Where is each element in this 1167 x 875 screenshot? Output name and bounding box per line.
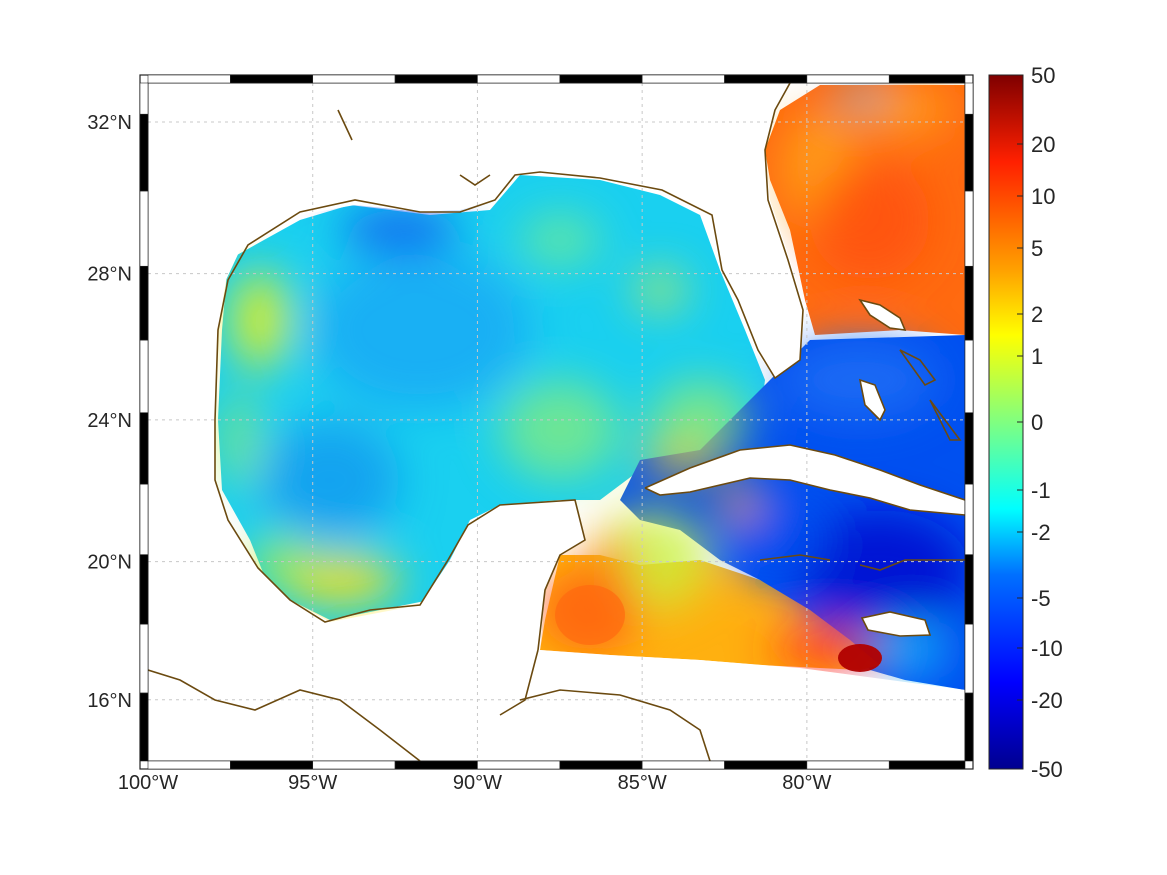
- frame-band-bottom-7: [724, 760, 808, 770]
- frame-band-top-4: [477, 74, 561, 84]
- frame-band-right-2: [964, 554, 974, 625]
- lon-tick-label-3: 85°W: [618, 772, 667, 794]
- frame-band-top-0: [147, 74, 231, 84]
- colorbar-label-0: 50: [1031, 63, 1055, 88]
- frame-band-left-9: [139, 82, 149, 115]
- longitude-tick-labels: 100°W 95°W 90°W 85°W 80°W: [118, 772, 832, 794]
- frame-band-bottom-2: [312, 760, 396, 770]
- frame-band-left-3: [139, 483, 149, 555]
- frame-band-right-8: [964, 113, 974, 192]
- frame-band-bottom-3: [394, 760, 478, 770]
- frame-band-top-2: [312, 74, 396, 84]
- lon-tick-label-4: 80°W: [782, 772, 831, 794]
- colorbar-label-6: 0: [1031, 410, 1043, 435]
- lat-tick-label-0: 32°N: [87, 112, 132, 134]
- colorbar-label-1: 20: [1031, 132, 1055, 157]
- frame-band-right-3: [964, 483, 974, 555]
- frame-band-top-8: [806, 74, 890, 84]
- coastlines: [148, 83, 965, 761]
- lon-tick-label-2: 90°W: [453, 772, 502, 794]
- lat-tick-label-3: 20°N: [87, 552, 132, 574]
- lat-tick-label-1: 28°N: [87, 264, 132, 286]
- frame-band-right-0: [964, 692, 974, 762]
- frame-band-left-2: [139, 554, 149, 625]
- frame-band-left-8: [139, 113, 149, 192]
- frame-band-top-9: [888, 74, 966, 84]
- frame-band-bottom-1: [230, 760, 314, 770]
- frame-band-bottom-8: [806, 760, 890, 770]
- frame-band-right-9: [964, 82, 974, 115]
- colorbar-label-11: -20: [1031, 688, 1063, 713]
- frame-band-bottom-0: [147, 760, 231, 770]
- colorbar-label-10: -10: [1031, 636, 1063, 661]
- colorbar-label-12: -50: [1031, 757, 1063, 782]
- frame-band-top-5: [559, 74, 643, 84]
- frame-band-top-6: [641, 74, 725, 84]
- frame-band-bottom-4: [477, 760, 561, 770]
- colorbar-label-9: -5: [1031, 586, 1051, 611]
- frame-band-right-5: [964, 339, 974, 413]
- colorbar-label-2: 10: [1031, 184, 1055, 209]
- frame-band-left-4: [139, 412, 149, 485]
- frame-band-left-1: [139, 623, 149, 694]
- frame-band-right-1: [964, 623, 974, 694]
- frame-band-bottom-5: [559, 760, 643, 770]
- colorbar-label-8: -2: [1031, 520, 1051, 545]
- latitude-tick-labels: 32°N 28°N 24°N 20°N 16°N: [87, 112, 132, 712]
- colorbar-label-3: 5: [1031, 236, 1043, 261]
- lat-tick-label-4: 16°N: [87, 690, 132, 712]
- frame-band-left-5: [139, 339, 149, 413]
- frame-band-top-3: [394, 74, 478, 84]
- land-masks: [148, 83, 965, 761]
- lon-tick-label-1: 95°W: [288, 772, 337, 794]
- colorbar-label-4: 2: [1031, 302, 1043, 327]
- lat-tick-label-2: 24°N: [87, 410, 132, 432]
- frame-band-left-0: [139, 692, 149, 762]
- frame-band-bottom-6: [641, 760, 725, 770]
- anomaly-field: [148, 83, 965, 761]
- colorbar-label-7: -1: [1031, 478, 1051, 503]
- frame-band-right-4: [964, 412, 974, 485]
- frame-bands: [139, 74, 974, 770]
- frame-band-left-7: [139, 190, 149, 267]
- frame-band-bottom-9: [888, 760, 966, 770]
- frame-band-top-7: [724, 74, 808, 84]
- frame-band-right-7: [964, 190, 974, 267]
- frame-band-top-1: [230, 74, 314, 84]
- colorbar-label-5: 1: [1031, 344, 1043, 369]
- lon-tick-label-0: 100°W: [118, 772, 178, 794]
- frame-band-left-6: [139, 265, 149, 341]
- frame-band-right-6: [964, 265, 974, 341]
